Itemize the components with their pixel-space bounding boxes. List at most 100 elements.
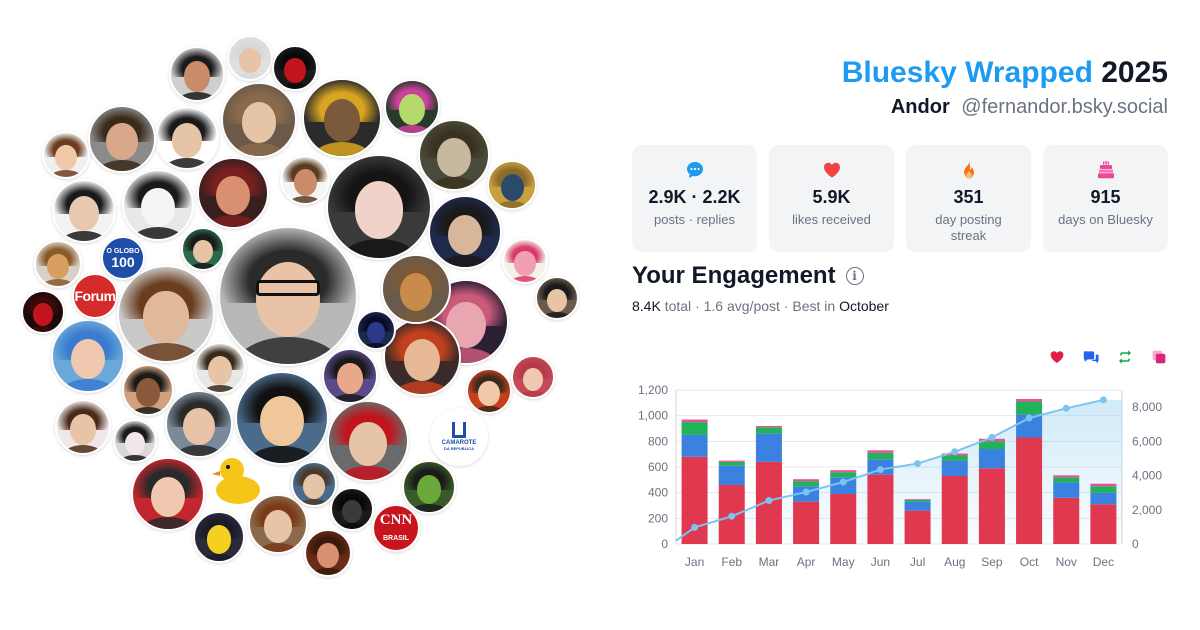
bar-segment-reposts	[1090, 486, 1117, 493]
engagement-average: 1.6 avg/post	[703, 298, 780, 314]
legend-likes-toggle[interactable]	[1048, 348, 1066, 366]
avatar	[113, 419, 157, 463]
bar-segment-reposts	[793, 481, 820, 487]
avatar	[428, 195, 502, 269]
engagement-title: Your Engagement	[632, 262, 836, 289]
bar-segment-likes	[978, 468, 1005, 544]
stat-label: days on Bluesky	[1058, 212, 1153, 227]
stat-card-posts: 2.9K · 2.2K posts · replies	[632, 145, 757, 252]
cumulative-point	[1025, 414, 1033, 422]
bar-segment-likes	[867, 474, 894, 544]
bar-segment-quotes	[1053, 475, 1080, 478]
bar-segment-quotes	[1090, 483, 1117, 487]
avatar	[302, 78, 382, 158]
cumulative-point	[914, 460, 922, 468]
bar-segment-quotes	[681, 419, 708, 423]
cumulative-point	[691, 523, 699, 531]
legend-replies-toggle[interactable]	[1082, 348, 1100, 366]
stat-label: likes received	[792, 212, 871, 227]
cumulative-point	[765, 497, 773, 505]
avatar	[280, 155, 330, 205]
bar-segment-replies	[681, 434, 708, 457]
avatar	[197, 157, 269, 229]
avatar	[304, 529, 352, 577]
repost-icon	[1119, 350, 1131, 364]
bar-segment-reposts	[904, 499, 931, 502]
follower-avatar-cloud: O GLOBO 100 Forum CAMAROTE DA REPUBLICA CNN BR…	[21, 35, 579, 577]
bar-segment-reposts	[681, 422, 708, 435]
bar-segment-quotes	[904, 499, 931, 500]
legend-reposts-toggle[interactable]	[1116, 348, 1134, 366]
avatar	[502, 238, 548, 284]
y-tick-label: 1,200	[638, 383, 668, 397]
glasses-detail	[256, 280, 320, 296]
reply-icon	[1083, 351, 1099, 364]
bar-segment-quotes	[755, 425, 782, 428]
stat-label: posts · replies	[654, 212, 735, 227]
bar-segment-replies	[1090, 492, 1117, 505]
avatar	[52, 179, 116, 243]
engagement-best-prefix: Best in	[792, 298, 836, 314]
chart-legend	[1048, 348, 1168, 366]
wrapped-panel: Bluesky Wrapped 2025 Andor @fernandor.bs…	[632, 56, 1168, 576]
x-tick-label: Dec	[1093, 555, 1114, 569]
y-tick-label: 400	[648, 486, 668, 500]
x-tick-label: Feb	[721, 555, 742, 569]
bar-segment-likes	[904, 510, 931, 544]
bar-segment-replies	[718, 465, 745, 485]
legend-quotes-toggle[interactable]	[1150, 348, 1168, 366]
y2-tick-label: 6,000	[1132, 434, 1162, 448]
y-tick-label: 0	[661, 537, 668, 551]
avatar	[291, 461, 337, 507]
bar-segment-reposts	[755, 427, 782, 434]
bar-segment-likes	[941, 475, 968, 544]
x-tick-label: Jul	[910, 555, 925, 569]
avatar	[194, 342, 246, 394]
bar-segment-reposts	[941, 455, 968, 461]
user-handle: @fernandor.bsky.social	[961, 96, 1168, 118]
avatar	[51, 319, 125, 393]
speech-bubble-icon	[684, 159, 706, 181]
avatar	[402, 460, 456, 514]
bar-segment-reposts	[1053, 477, 1080, 483]
avatar	[34, 240, 82, 288]
avatar-main	[218, 226, 358, 366]
x-tick-label: Jan	[685, 555, 704, 569]
heart-icon	[1050, 351, 1064, 363]
stat-value: 5.9K	[812, 187, 851, 207]
stat-value: 915	[1090, 187, 1121, 207]
info-icon[interactable]: i	[845, 267, 864, 285]
avatar	[384, 79, 440, 135]
bar-segment-likes	[830, 493, 857, 544]
stat-label: day posting streak	[935, 212, 1002, 243]
bar-segment-quotes	[867, 450, 894, 453]
engagement-chart: 0 200 400 600 800 1,000 1,200 0 2,000 4,000 6,000 8…	[638, 383, 1162, 569]
flame-icon	[958, 159, 980, 181]
avatar	[466, 368, 512, 414]
x-tick-label: Sep	[981, 555, 1003, 569]
avatar	[122, 364, 174, 416]
bar-segment-reposts	[830, 472, 857, 478]
bar-segment-likes	[1016, 437, 1043, 544]
cumulative-point	[951, 448, 959, 456]
cumulative-area	[676, 399, 1122, 544]
y2-tick-label: 4,000	[1132, 469, 1162, 483]
bar-segment-likes	[793, 501, 820, 544]
bar-segment-likes	[1090, 504, 1117, 544]
page-title: Bluesky Wrapped 2025	[842, 56, 1168, 90]
avatar	[55, 399, 111, 455]
bar-segment-replies	[1016, 414, 1043, 438]
avatar	[235, 371, 329, 465]
avatar	[193, 511, 245, 563]
quote-icon	[1152, 350, 1166, 364]
stats-cards: 2.9K · 2.2K posts · replies 5.9K likes r…	[632, 145, 1168, 252]
y-tick-label: 1,000	[638, 409, 668, 423]
avatar	[221, 82, 297, 158]
avatar	[88, 105, 156, 173]
bar-segment-quotes	[718, 460, 745, 462]
engagement-total-suffix: total	[664, 298, 692, 314]
cumulative-point	[839, 478, 847, 486]
forum-badge: Forum	[72, 273, 118, 319]
bar-segment-replies	[830, 477, 857, 494]
stat-card-streak: 351 day posting streak	[906, 145, 1031, 252]
